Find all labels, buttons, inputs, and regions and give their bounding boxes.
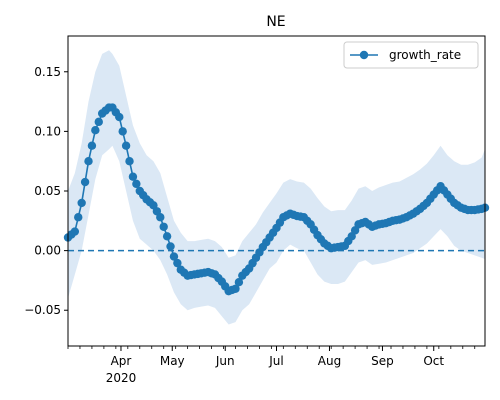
data-point xyxy=(84,156,93,166)
x-tick-label: Jul xyxy=(268,354,283,368)
data-point xyxy=(169,252,179,261)
x-tick-label: Oct xyxy=(423,354,444,368)
y-tick-label: 0.10 xyxy=(34,124,61,138)
y-tick-label: 0.05 xyxy=(34,184,61,198)
x-tick-label: Aug xyxy=(318,354,341,368)
data-point xyxy=(128,172,138,181)
chart-title: NE xyxy=(266,14,285,30)
y-tick-label: 0.15 xyxy=(34,65,61,79)
data-point xyxy=(132,179,141,189)
data-point xyxy=(159,222,168,231)
y-tick-label: −0.05 xyxy=(24,303,61,317)
data-point xyxy=(125,156,134,166)
data-point xyxy=(74,213,83,222)
x-tick-label: Apr xyxy=(111,354,132,368)
data-point xyxy=(156,213,165,222)
data-point xyxy=(118,127,127,136)
x-tick-label: Sep xyxy=(371,354,394,368)
data-point xyxy=(87,141,97,150)
x-axis: Apr 2020 May Jun Jul Aug Sep Oct xyxy=(67,346,476,385)
y-tick-label: 0.00 xyxy=(34,244,61,258)
data-point xyxy=(70,227,80,236)
data-point xyxy=(91,125,100,135)
legend-label: growth_rate xyxy=(389,48,461,62)
legend: growth_rate xyxy=(343,41,479,69)
data-point xyxy=(162,232,172,241)
data-point xyxy=(173,258,182,268)
data-point xyxy=(234,278,244,287)
data-point xyxy=(231,284,240,293)
y-axis: 0.15 0.10 0.05 0.00 −0.05 xyxy=(24,65,68,317)
data-point xyxy=(166,242,175,251)
legend-dot-marker xyxy=(359,50,369,60)
data-point xyxy=(115,112,124,122)
data-point xyxy=(94,117,103,127)
data-point xyxy=(80,177,90,187)
x-tick-year-label: 2020 xyxy=(106,371,137,385)
x-tick-label: Jun xyxy=(215,354,235,368)
data-point xyxy=(77,198,86,208)
x-tick-label: May xyxy=(160,354,185,368)
plot-area xyxy=(63,50,490,325)
legend-box xyxy=(343,41,479,69)
data-point xyxy=(121,141,131,150)
confidence-band xyxy=(68,50,485,325)
